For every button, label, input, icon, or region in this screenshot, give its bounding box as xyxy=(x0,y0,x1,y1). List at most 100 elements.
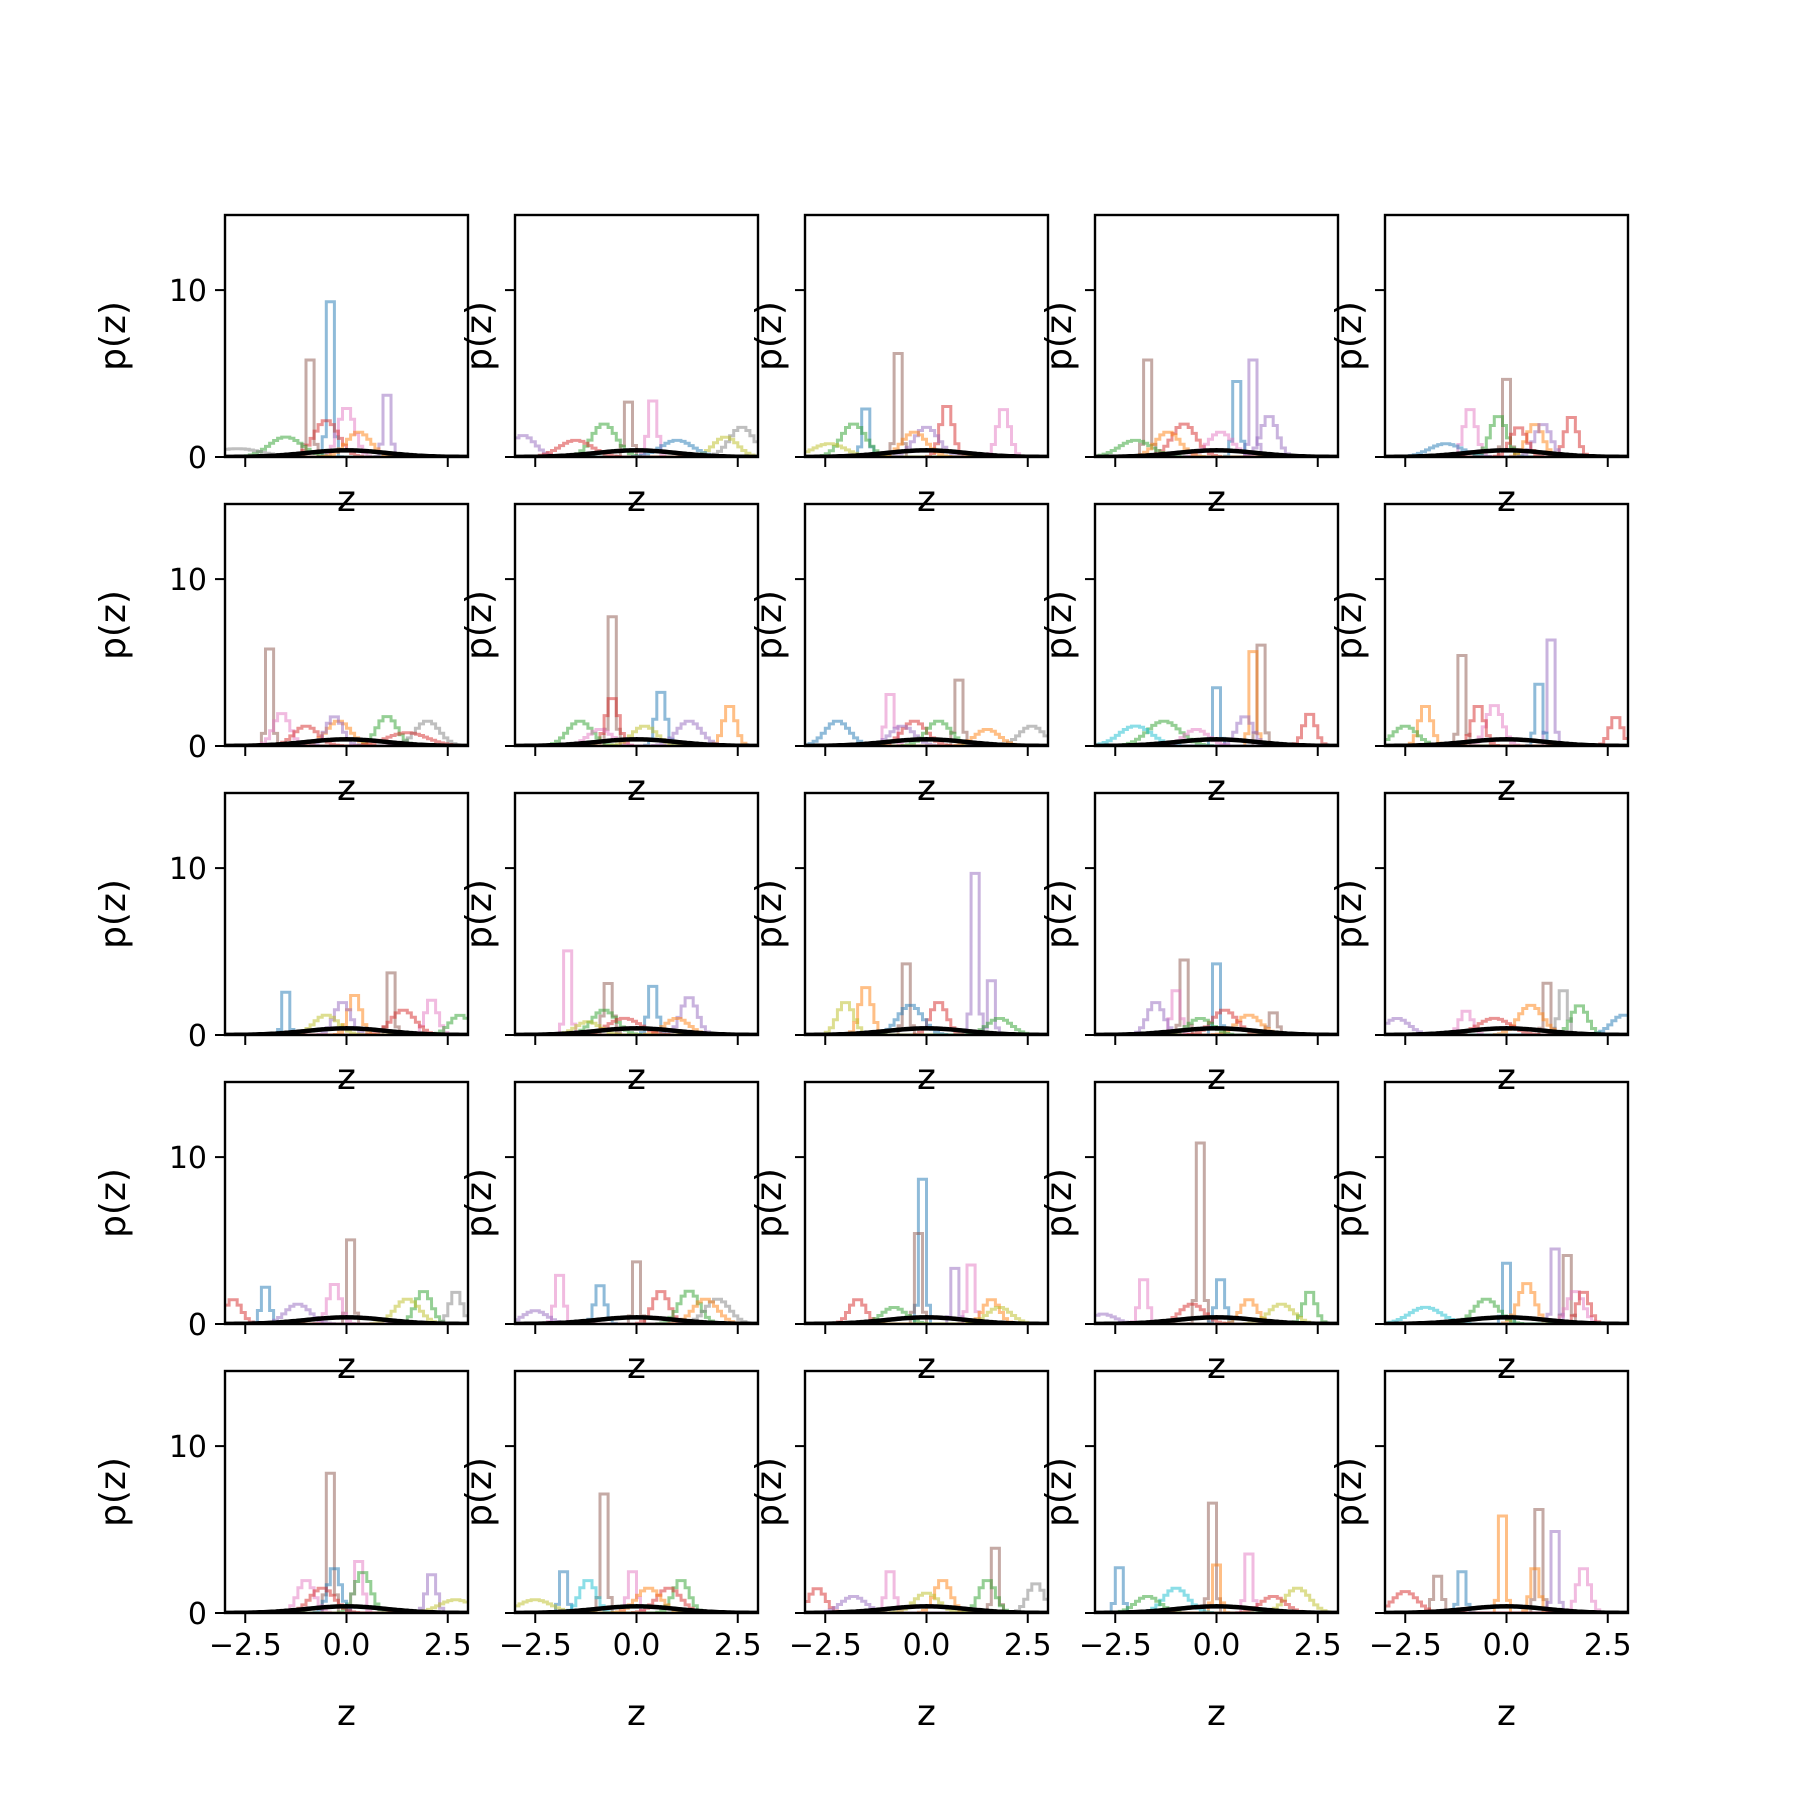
posterior-histogram-2 xyxy=(515,1273,758,1324)
posterior-histogram-6 xyxy=(1385,1290,1628,1324)
x-axis-label: z xyxy=(627,1693,646,1734)
subplot-5-3: −2.5 0.0 2.5 z p(z) xyxy=(749,1369,1052,1734)
axes-frame xyxy=(803,791,1050,1037)
subplot-3-5: z p(z) xyxy=(1329,791,1630,1098)
x-tick-label: 2.5 xyxy=(1584,1628,1632,1663)
posterior-histogram-3 xyxy=(1385,1261,1628,1324)
y-axis-label: p(z) xyxy=(93,1457,134,1527)
posterior-histogram-2 xyxy=(515,399,758,457)
posterior-histogram-8 xyxy=(515,1598,758,1613)
posterior-histogram-6 xyxy=(225,1001,468,1035)
subplot-3-2: z p(z) xyxy=(459,791,760,1098)
axes-frame xyxy=(513,1080,760,1326)
x-axis-label: z xyxy=(337,479,356,520)
plot-area xyxy=(1385,981,1628,1035)
y-axis-label: p(z) xyxy=(1039,1457,1080,1527)
posterior-histogram-4 xyxy=(225,1013,468,1035)
posterior-histogram-2 xyxy=(1095,1278,1338,1324)
posterior-histogram-3 xyxy=(805,1579,1048,1613)
plot-area xyxy=(1095,958,1338,1035)
subplot-2-2: z p(z) xyxy=(459,502,760,809)
posterior-histogram-8 xyxy=(805,1017,1048,1035)
y-axis-label: p(z) xyxy=(1039,1168,1080,1238)
plot-area xyxy=(805,1177,1048,1324)
x-tick-label: 0.0 xyxy=(613,1628,661,1663)
plot-area xyxy=(225,971,468,1035)
axes-frame xyxy=(1383,213,1630,459)
posterior-histogram-8 xyxy=(1095,1312,1338,1324)
subplot-5-2: −2.5 0.0 2.5 z p(z) xyxy=(459,1369,762,1734)
x-axis-label: z xyxy=(917,1693,936,1734)
posterior-histogram-8 xyxy=(515,724,758,746)
x-axis-label: z xyxy=(1207,1693,1226,1734)
posterior-histogram-1 xyxy=(225,1238,468,1324)
x-tick-label: 2.5 xyxy=(1004,1628,1052,1663)
x-tick-label: 0.0 xyxy=(1483,1628,1531,1663)
posterior-histogram-6 xyxy=(515,435,758,457)
plot-area xyxy=(225,1238,468,1324)
posterior-histogram-7 xyxy=(1385,1567,1628,1613)
subplot-3-3: z p(z) xyxy=(749,791,1050,1098)
y-axis-label: p(z) xyxy=(749,1168,790,1238)
posterior-histogram-6 xyxy=(1385,1004,1628,1035)
posterior-histogram-1 xyxy=(1095,1501,1338,1613)
y-axis-label: p(z) xyxy=(459,301,500,371)
subplot-1-5: z p(z) xyxy=(1329,213,1630,520)
posterior-histogram-8 xyxy=(515,438,758,457)
x-tick-label: 0.0 xyxy=(1193,1628,1241,1663)
y-tick-label: 0 xyxy=(188,730,207,765)
y-tick-label: 10 xyxy=(169,563,207,598)
x-axis-label: z xyxy=(1497,1057,1516,1098)
y-axis-label: p(z) xyxy=(93,879,134,949)
y-tick-label: 10 xyxy=(169,274,207,309)
axes-frame xyxy=(513,791,760,1037)
posterior-histogram-1 xyxy=(515,1260,758,1324)
y-axis-label: p(z) xyxy=(1329,1168,1370,1238)
posterior-histogram-6 xyxy=(1095,430,1338,457)
plot-area xyxy=(515,1492,758,1613)
posterior-histogram-8 xyxy=(805,1306,1048,1324)
y-axis-label: p(z) xyxy=(1039,590,1080,660)
posterior-histogram-3 xyxy=(1385,1017,1628,1035)
posterior-histogram-1 xyxy=(1095,958,1338,1035)
posterior-histogram-7 xyxy=(1385,1013,1628,1035)
posterior-histogram-7 xyxy=(1095,1595,1338,1613)
axes-frame xyxy=(223,213,470,459)
posterior-histogram-2 xyxy=(1095,962,1338,1035)
subplot-4-4: z p(z) xyxy=(1039,1080,1340,1387)
axes-frame xyxy=(1093,213,1340,459)
plot-area xyxy=(1095,358,1338,457)
subplot-4-5: z p(z) xyxy=(1329,1080,1630,1387)
posterior-histogram-4 xyxy=(225,1571,468,1613)
posterior-histogram-8 xyxy=(225,430,468,457)
y-axis-label: p(z) xyxy=(459,1168,500,1238)
plot-area xyxy=(225,300,468,457)
posterior-histogram-8 xyxy=(1385,426,1628,457)
posterior-histogram-5 xyxy=(805,719,1048,746)
subplot-2-5: z p(z) xyxy=(1329,502,1630,809)
axes-frame xyxy=(1383,1080,1630,1326)
plot-area xyxy=(515,615,758,746)
axes-frame xyxy=(223,1369,470,1615)
x-axis-label: z xyxy=(917,768,936,809)
y-tick-label: 0 xyxy=(188,1308,207,1343)
y-axis-label: p(z) xyxy=(459,1457,500,1527)
plot-area xyxy=(805,1546,1048,1613)
posterior-histogram-4 xyxy=(1385,415,1628,457)
subplot-2-3: z p(z) xyxy=(749,502,1050,809)
posterior-histogram-3 xyxy=(225,407,468,457)
posterior-histogram-7 xyxy=(805,1595,1048,1613)
x-tick-label: 0.0 xyxy=(903,1628,951,1663)
plot-area xyxy=(1385,1508,1628,1613)
axes-frame xyxy=(223,502,470,748)
plot-area xyxy=(805,352,1048,457)
posterior-histogram-2 xyxy=(1385,1514,1628,1613)
plot-area xyxy=(1385,638,1628,746)
posterior-histogram-3 xyxy=(1095,686,1338,746)
y-axis-label: p(z) xyxy=(749,1457,790,1527)
posterior-histogram-2 xyxy=(515,697,758,746)
y-axis-label: p(z) xyxy=(93,1168,134,1238)
x-axis-label: z xyxy=(917,1346,936,1387)
posterior-histogram-5 xyxy=(805,1298,1048,1324)
posterior-histogram-7 xyxy=(515,1016,758,1035)
